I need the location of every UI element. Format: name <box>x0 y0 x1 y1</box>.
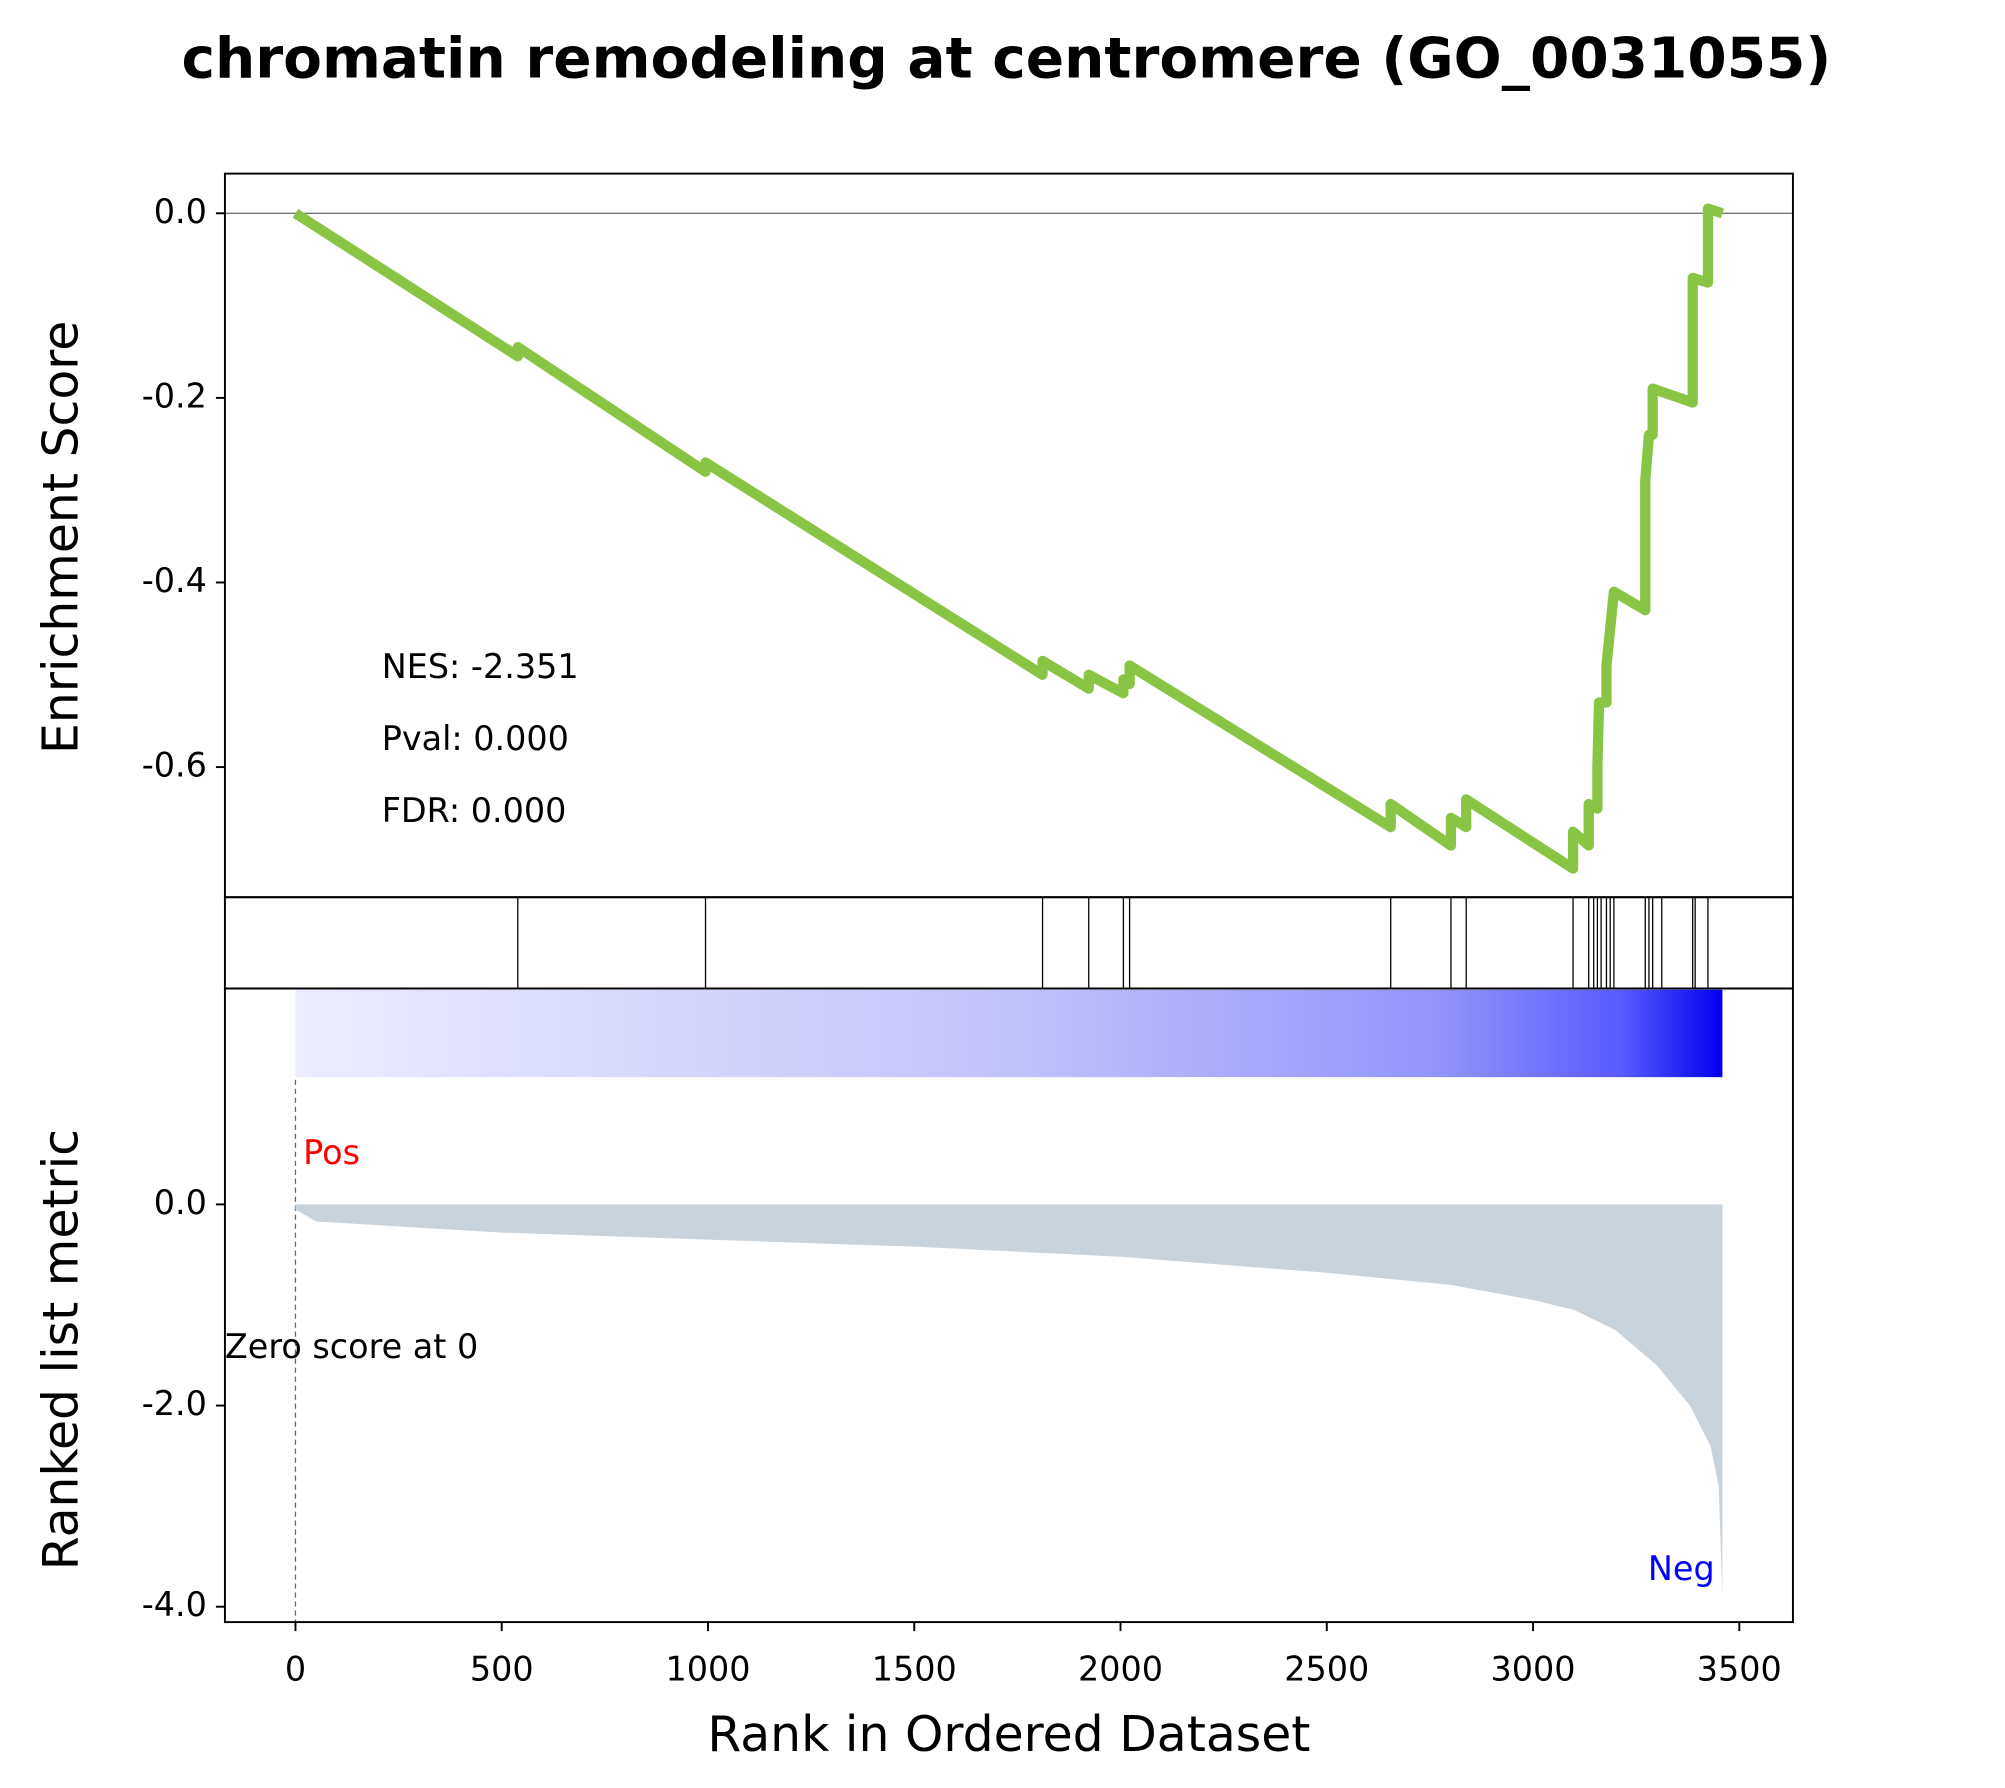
y-tick-label: -0.2 <box>142 376 207 415</box>
metric-area <box>295 1204 1723 1597</box>
stat-annotation: FDR: 0.000 <box>382 791 567 830</box>
es-line <box>292 203 1724 874</box>
x-tick-label: 2500 <box>1284 1649 1369 1688</box>
x-tick-label: 3000 <box>1491 1649 1576 1688</box>
neg-label: Neg <box>1648 1549 1715 1588</box>
zero-score-label: Zero score at 0 <box>225 1327 478 1366</box>
y-tick-label: 0.0 <box>154 1183 207 1222</box>
y-tick-label: -2.0 <box>142 1384 207 1423</box>
pos-label: Pos <box>303 1133 360 1172</box>
y-axis-label: Ranked list metric <box>32 1129 89 1570</box>
axes-frame <box>223 172 1794 899</box>
color-bar <box>295 989 1723 1078</box>
x-axis-label: Rank in Ordered Dataset <box>707 1706 1310 1763</box>
plot-area: 0.0 -0.2 -0.4 -0.6 NES: -2.351 Pval: 0.000 FDR… <box>142 192 1793 1688</box>
x-tick-label: 2000 <box>1078 1649 1163 1688</box>
x-tick-label: 3500 <box>1697 1649 1782 1688</box>
y-tick-label: -0.4 <box>142 561 207 600</box>
x-tick-label: 500 <box>470 1649 534 1688</box>
y-tick-label: -4.0 <box>142 1585 207 1624</box>
chart-title: chromatin remodeling at centromere (GO_0… <box>181 26 1831 91</box>
x-tick-label: 0 <box>285 1649 306 1688</box>
x-tick-label: 1500 <box>872 1649 957 1688</box>
stat-annotation: NES: -2.351 <box>382 647 579 686</box>
y-tick-label: -0.6 <box>142 746 207 785</box>
y-axis-label: Enrichment Score <box>32 321 89 754</box>
axes-frame <box>223 987 1794 1624</box>
y-tick-label: 0.0 <box>154 192 207 231</box>
stat-annotation: Pval: 0.000 <box>382 719 569 758</box>
x-tick-label: 1000 <box>665 1649 750 1688</box>
axes-frame <box>223 896 1794 990</box>
